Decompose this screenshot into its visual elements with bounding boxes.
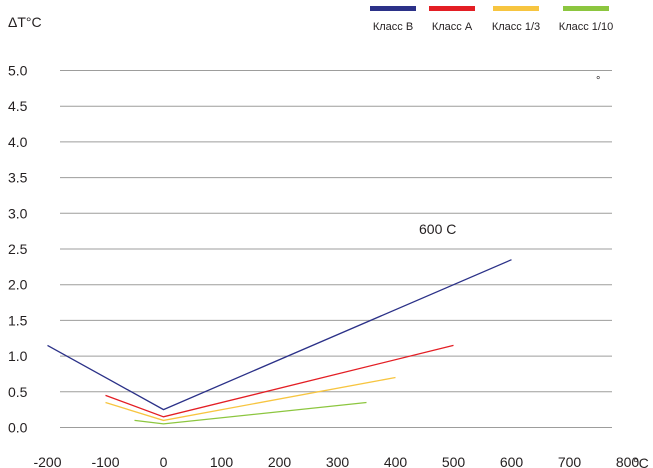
x-tick-label: 400 [384, 454, 408, 468]
y-tick-label: 1.5 [8, 312, 28, 328]
legend-label: Класс A [432, 21, 473, 33]
x-tick-label: 500 [442, 454, 466, 468]
x-tick-label: 0 [160, 454, 168, 468]
annotation-600c: 600 C [419, 221, 456, 237]
x-tick-label: -200 [33, 454, 61, 468]
legend-label: Класс 1/3 [492, 21, 540, 33]
series-line [134, 401, 367, 425]
y-axis-label: ΔT°C [8, 14, 42, 30]
y-tick-label: 4.0 [8, 134, 28, 150]
y-tick-label: 2.0 [8, 277, 28, 293]
y-tick-label: 3.5 [8, 170, 28, 186]
degree-mark: ° [596, 75, 600, 87]
y-tick-label: 0.0 [8, 420, 28, 436]
y-tick-label: 4.5 [8, 98, 28, 114]
legend-swatch [563, 6, 609, 11]
y-tick-label: 1.0 [8, 348, 28, 364]
legend-swatch [493, 6, 539, 11]
y-tick-label: 3.0 [8, 205, 28, 221]
y-tick-label: 2.5 [8, 241, 28, 257]
series-line [105, 344, 454, 418]
y-tick-label: 5.0 [8, 63, 28, 79]
series-lines [47, 259, 512, 425]
y-axis-ticks: 0.0 0.5 1.0 1.5 2.0 2.5 3.0 3.5 4.0 4.5 5.0 [8, 63, 28, 436]
x-axis-unit: °C [633, 455, 649, 468]
legend-swatch [370, 6, 416, 11]
legend: Класс B Класс A Класс 1/3 Класс 1/10 [370, 6, 613, 33]
x-tick-label: 700 [558, 454, 582, 468]
series-line [105, 376, 396, 422]
x-axis-ticks: -200-1000100200300400500600700800900 [33, 454, 640, 468]
series-line [47, 259, 512, 411]
x-tick-label: -100 [91, 454, 119, 468]
x-tick-label: 600 [500, 454, 524, 468]
legend-swatch [429, 6, 475, 11]
y-tick-label: 0.5 [8, 384, 28, 400]
x-tick-label: 200 [268, 454, 292, 468]
x-tick-label: 100 [210, 454, 234, 468]
legend-label: Класс B [373, 21, 413, 33]
legend-label: Класс 1/10 [559, 21, 613, 33]
x-tick-label: 800 [616, 454, 640, 468]
x-tick-label: 300 [326, 454, 350, 468]
grid-lines [60, 70, 612, 428]
